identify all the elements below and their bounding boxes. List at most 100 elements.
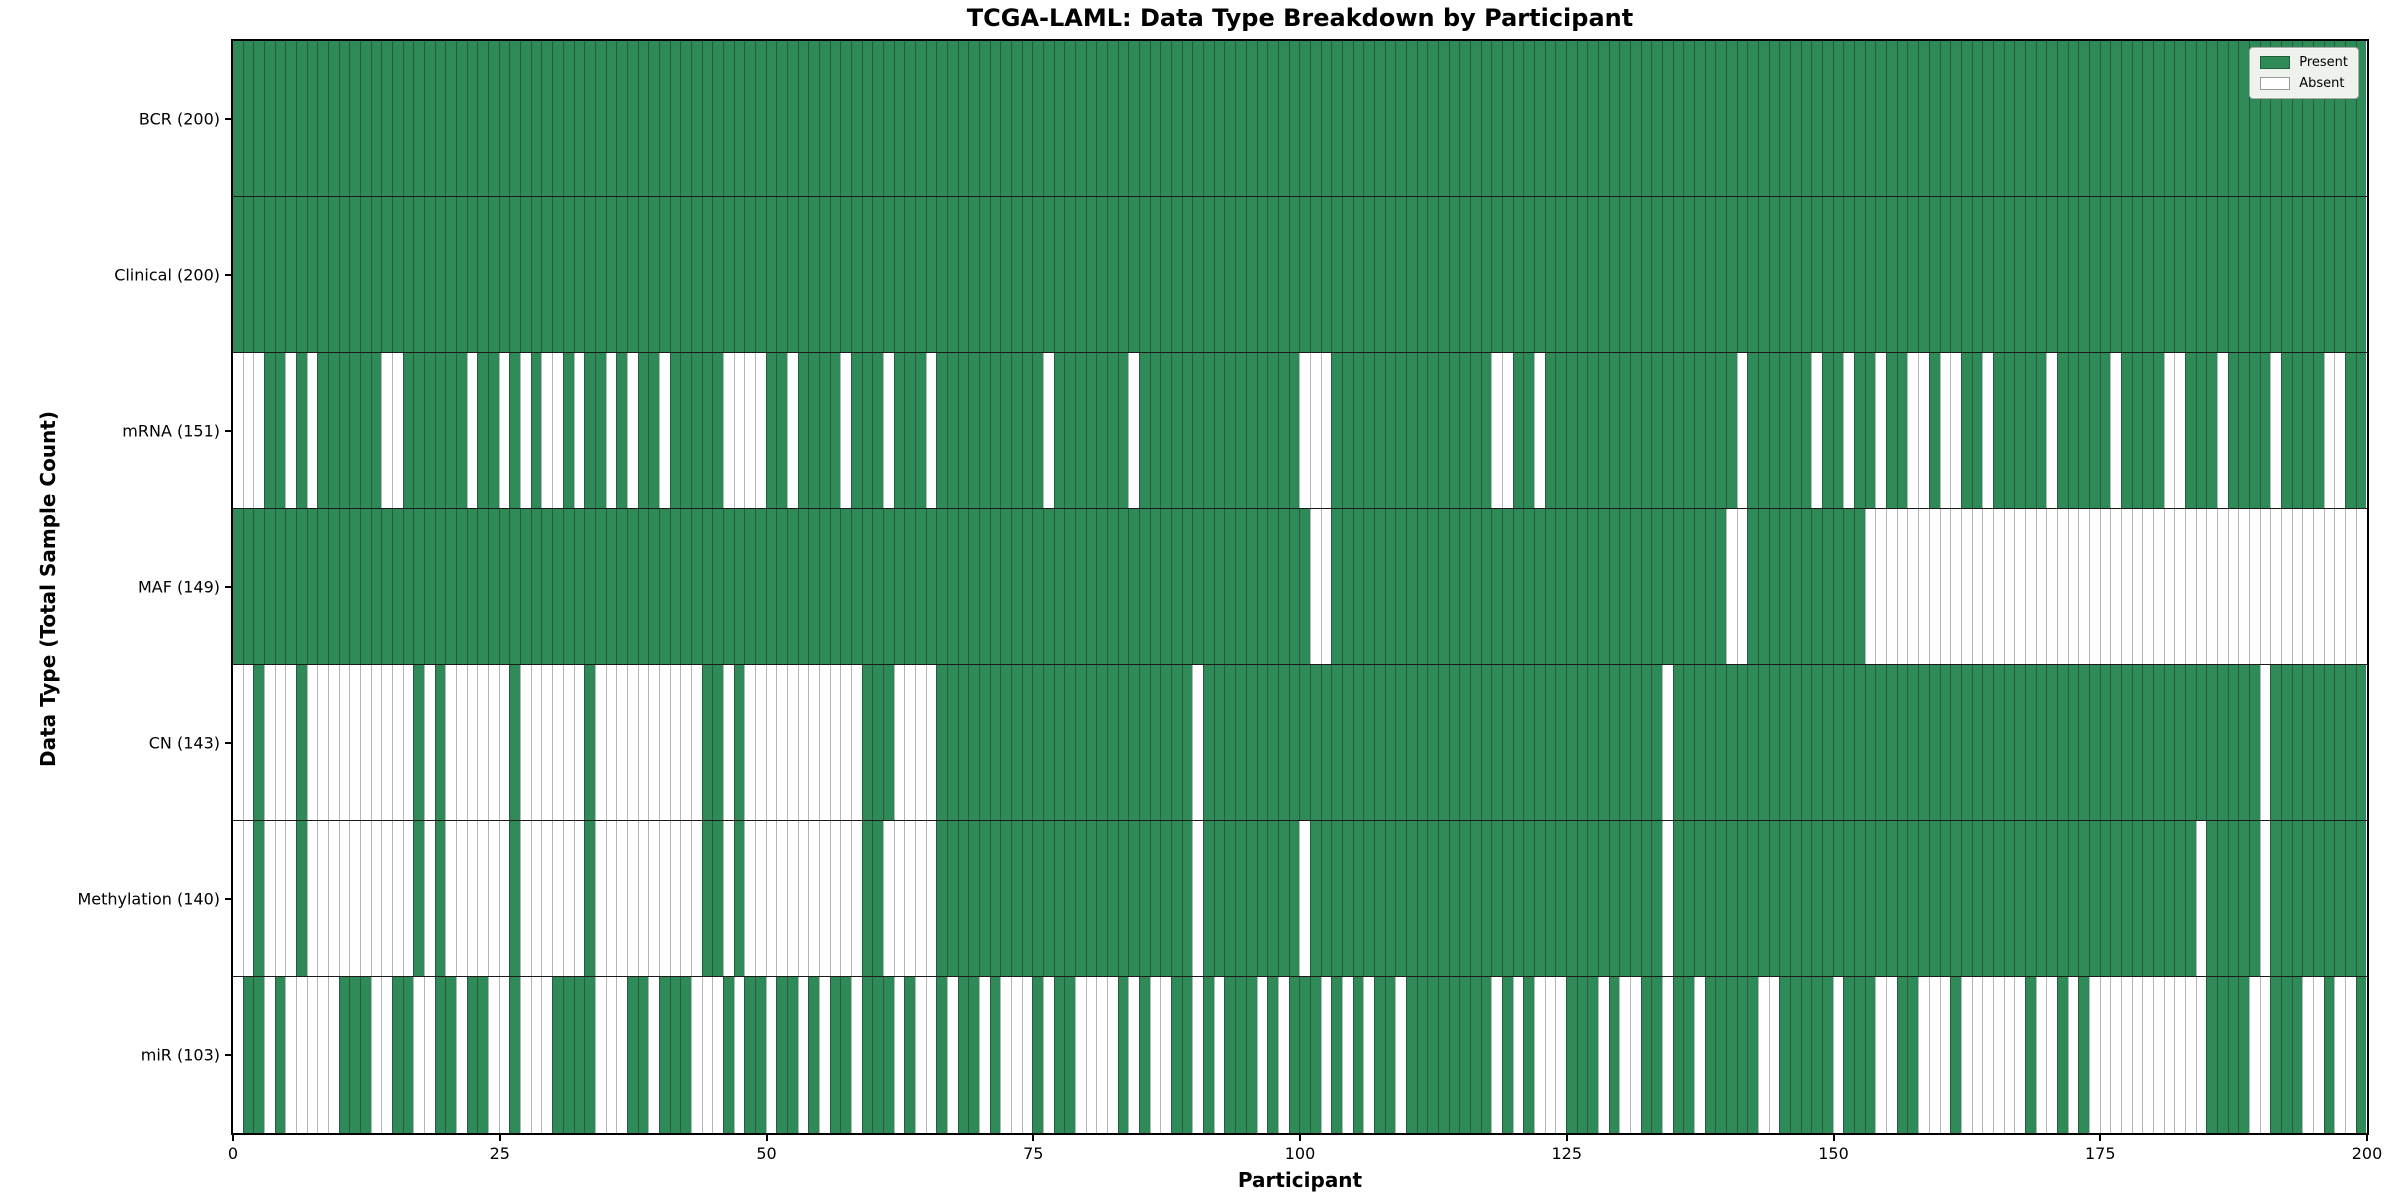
heatmap-cell (2216, 977, 2228, 1133)
heatmap-cell (1928, 509, 1940, 664)
heatmap-cell (445, 977, 457, 1133)
heatmap-cell (402, 353, 414, 508)
heatmap-cell (2302, 821, 2314, 976)
heatmap-cell (840, 509, 851, 664)
heatmap-cell (1309, 197, 1321, 352)
heatmap-cell (1181, 977, 1193, 1133)
heatmap-cell (2120, 41, 2132, 196)
heatmap-cell (1224, 977, 1236, 1133)
heatmap-cell (626, 353, 638, 508)
heatmap-cell (402, 977, 414, 1133)
heatmap-cell (690, 41, 702, 196)
heatmap-cell (1416, 665, 1428, 820)
heatmap-cell (1235, 353, 1246, 508)
heatmap-cell (360, 509, 371, 664)
heatmap-cell (1437, 977, 1449, 1133)
heatmap-cell (754, 509, 766, 664)
heatmap-cell (1277, 509, 1289, 664)
heatmap-cell (2206, 977, 2217, 1133)
heatmap-cell (1245, 41, 1257, 196)
heatmap-cell (1267, 197, 1278, 352)
heatmap-cell (1331, 197, 1342, 352)
heatmap-cell (1533, 509, 1545, 664)
heatmap-cell (797, 665, 809, 820)
heatmap-cell (989, 41, 1001, 196)
heatmap-cell (1331, 41, 1342, 196)
heatmap-cell (1544, 665, 1556, 820)
heatmap-cell (1992, 821, 2004, 976)
heatmap-cell (1726, 353, 1737, 508)
heatmap-cell (1704, 41, 1716, 196)
heatmap-cell (2024, 665, 2036, 820)
heatmap-cell (498, 977, 510, 1133)
heatmap-cell (1107, 977, 1118, 1133)
heatmap-cell (1160, 41, 1172, 196)
heatmap-cell (1544, 821, 1556, 976)
heatmap-cell (424, 665, 435, 820)
heatmap-cell (1277, 821, 1289, 976)
heatmap-cell (552, 977, 563, 1133)
heatmap-cell (1267, 41, 1278, 196)
heatmap-cell (925, 197, 937, 352)
heatmap-cell (1619, 197, 1631, 352)
heatmap-cell (1982, 197, 1993, 352)
heatmap-cell (872, 197, 883, 352)
heatmap-cell (1694, 41, 1705, 196)
heatmap-cell (594, 977, 606, 1133)
heatmap-cell (669, 665, 681, 820)
heatmap-cell (1064, 977, 1076, 1133)
heatmap-cell (765, 41, 777, 196)
heatmap-cell (1011, 353, 1022, 508)
heatmap-cell (2291, 665, 2303, 820)
heatmap-cell (2163, 41, 2175, 196)
heatmap-cell (1971, 977, 1983, 1133)
heatmap-cell (1736, 977, 1748, 1133)
heatmap-cell (1491, 977, 1502, 1133)
heatmap-cell (1747, 197, 1759, 352)
heatmap-cell (1907, 977, 1919, 1133)
heatmap-cell (1235, 977, 1246, 1133)
heatmap-cell (1544, 977, 1556, 1133)
heatmap-cell (1405, 197, 1417, 352)
heatmap-cell (1341, 509, 1353, 664)
heatmap-cell (2248, 197, 2260, 352)
heatmap-cell (328, 821, 339, 976)
heatmap-cell (1843, 665, 1855, 820)
heatmap-cell (637, 509, 649, 664)
heatmap-cell (2323, 41, 2335, 196)
heatmap-cell (829, 821, 841, 976)
heatmap-cell (744, 509, 755, 664)
heatmap-cell (1854, 821, 1865, 976)
heatmap-cell (2099, 821, 2111, 976)
heatmap-cell (1565, 353, 1577, 508)
heatmap-cell (765, 977, 777, 1133)
heatmap-cell (861, 977, 873, 1133)
heatmap-cell (1683, 353, 1695, 508)
heatmap-cell (1171, 41, 1182, 196)
heatmap-cell (882, 41, 894, 196)
heatmap-cell (317, 821, 329, 976)
heatmap-cell (1662, 41, 1673, 196)
heatmap-cell (904, 821, 915, 976)
heatmap-cell (1288, 821, 1300, 976)
heatmap-cell (1971, 821, 1983, 976)
heatmap-cell (1672, 821, 1684, 976)
heatmap-cell (2120, 353, 2132, 508)
heatmap-cell (989, 821, 1001, 976)
heatmap-cell (1416, 509, 1428, 664)
heatmap-cell (2099, 41, 2111, 196)
heatmap-cell (2120, 977, 2132, 1133)
heatmap-cell (947, 977, 958, 1133)
heatmap-cell (1704, 353, 1716, 508)
heatmap-cell (488, 977, 499, 1133)
heatmap-cell (1683, 509, 1695, 664)
heatmap-cell (2270, 821, 2281, 976)
heatmap-cell (2003, 353, 2015, 508)
heatmap-cell (1021, 821, 1033, 976)
x-tick-label: 175 (2084, 1144, 2116, 1163)
heatmap-cell (1416, 41, 1428, 196)
heatmap-cell (1299, 41, 1310, 196)
heatmap-cell (328, 665, 339, 820)
heatmap-cell (1256, 821, 1268, 976)
heatmap-cell (1373, 977, 1385, 1133)
